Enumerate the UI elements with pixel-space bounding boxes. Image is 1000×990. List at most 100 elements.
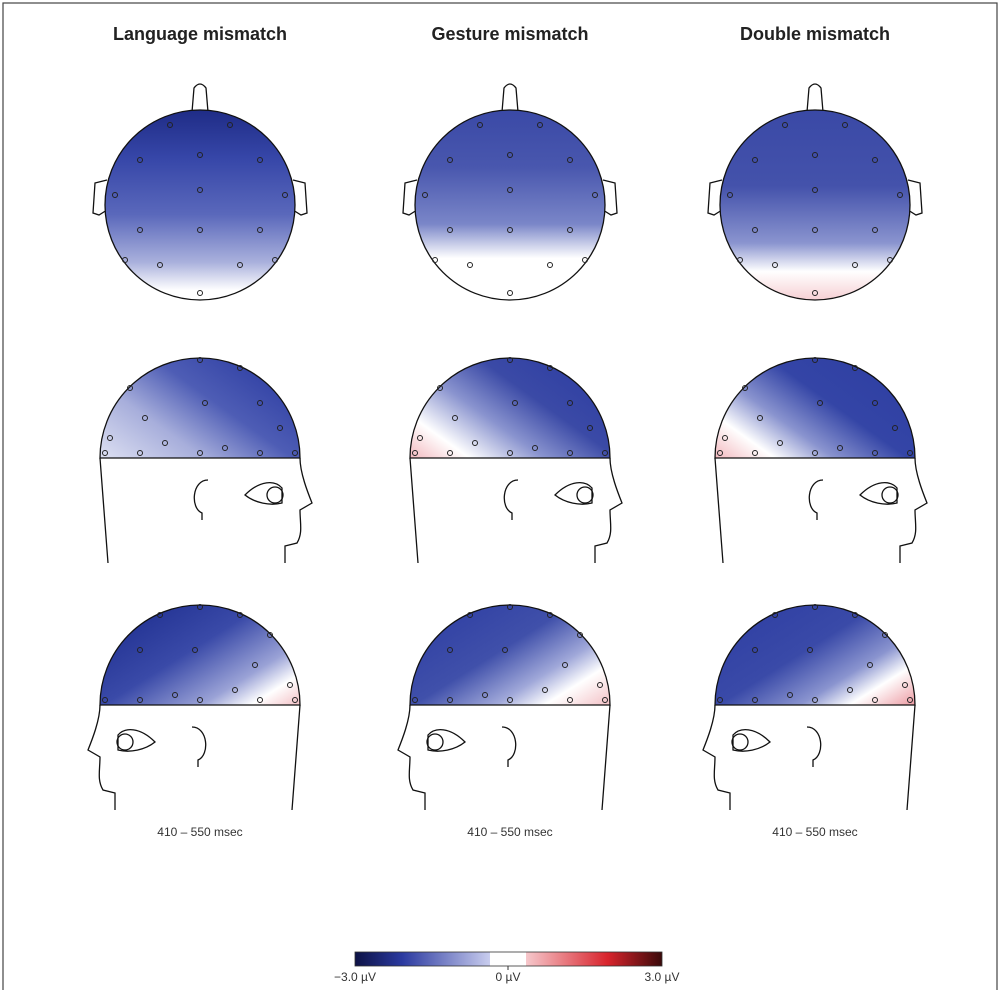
electrode (547, 365, 553, 371)
topomap-left (409, 604, 611, 706)
electrode (852, 612, 858, 618)
electrode (162, 440, 168, 446)
electrode (452, 415, 458, 421)
time-window: 410 – 550 msec (157, 825, 242, 839)
electrode (902, 682, 908, 688)
pupil (116, 733, 134, 751)
electrode (817, 400, 823, 406)
electrode (852, 365, 858, 371)
electrode (852, 262, 858, 268)
electrode (577, 632, 583, 638)
electrode (752, 450, 758, 456)
electrode (232, 687, 238, 693)
ear (92, 179, 108, 216)
topomap-left (99, 604, 301, 706)
eye (244, 482, 283, 505)
electrode (222, 445, 228, 451)
electrode (112, 192, 118, 198)
electrode (237, 612, 243, 618)
column: Double mismatch 410 – 550 msec (702, 24, 928, 839)
eye (117, 729, 156, 752)
electrode (867, 662, 873, 668)
time-window: 410 – 550 msec (467, 825, 552, 839)
electrode (507, 290, 513, 296)
ear (402, 179, 418, 216)
electrode (757, 415, 763, 421)
ear (292, 179, 308, 216)
electrode (447, 157, 453, 163)
colorbar-negative (355, 952, 490, 966)
ear (501, 726, 517, 767)
column-title: Language mismatch (113, 24, 287, 44)
electrode (197, 187, 203, 193)
pupil (266, 486, 284, 504)
topomap-right (99, 357, 301, 459)
electrode (137, 227, 143, 233)
head-outline (87, 704, 301, 811)
head-outline (714, 457, 928, 564)
electrode (777, 440, 783, 446)
electrode (507, 450, 513, 456)
head-outline (99, 457, 313, 564)
electrode (897, 192, 903, 198)
eye (732, 729, 771, 752)
topomap-top (719, 109, 911, 301)
electrode (467, 262, 473, 268)
electrode (842, 122, 848, 128)
electrode (892, 425, 898, 431)
ear (503, 479, 519, 520)
colorbar-mid: 0 µV (496, 970, 521, 984)
electrode (567, 227, 573, 233)
electrode (447, 697, 453, 703)
electrode (467, 612, 473, 618)
electrode (197, 152, 203, 158)
electrode (257, 400, 263, 406)
eye (427, 729, 466, 752)
electrode (472, 440, 478, 446)
electrode (907, 450, 913, 456)
column-title: Double mismatch (740, 24, 890, 44)
colorbar-min: −3.0 µV (334, 970, 376, 984)
electrode (432, 257, 438, 263)
head-outline (409, 457, 623, 564)
electrode (807, 647, 813, 653)
electrode (192, 647, 198, 653)
electrode (437, 385, 443, 391)
electrode (567, 697, 573, 703)
ear (602, 179, 618, 216)
electrode (547, 612, 553, 618)
electrode (812, 187, 818, 193)
electrode (292, 450, 298, 456)
electrode (237, 365, 243, 371)
electrode (412, 697, 418, 703)
electrode (872, 227, 878, 233)
electrode (602, 450, 608, 456)
pupil (731, 733, 749, 751)
electrode (102, 697, 108, 703)
electrode (197, 227, 203, 233)
electrode (887, 257, 893, 263)
electrode (197, 290, 203, 296)
electrode (412, 450, 418, 456)
electrode (752, 157, 758, 163)
electrode (537, 122, 543, 128)
electrode (137, 157, 143, 163)
electrode (127, 385, 133, 391)
electrode (197, 697, 203, 703)
column: Language mismatch 410 – 550 msec (87, 24, 313, 839)
electrode (737, 257, 743, 263)
electrode (812, 450, 818, 456)
electrode (102, 450, 108, 456)
electrode (267, 632, 273, 638)
electrode (812, 357, 818, 363)
topomap-right (409, 357, 611, 459)
electrode (567, 450, 573, 456)
colorbar-max: 3.0 µV (645, 970, 680, 984)
electrode (547, 262, 553, 268)
colorbar: −3.0 µV 0 µV 3.0 µV (334, 951, 680, 984)
colorbar-positive (526, 952, 662, 966)
electrode (872, 450, 878, 456)
electrode (137, 647, 143, 653)
electrode (782, 122, 788, 128)
